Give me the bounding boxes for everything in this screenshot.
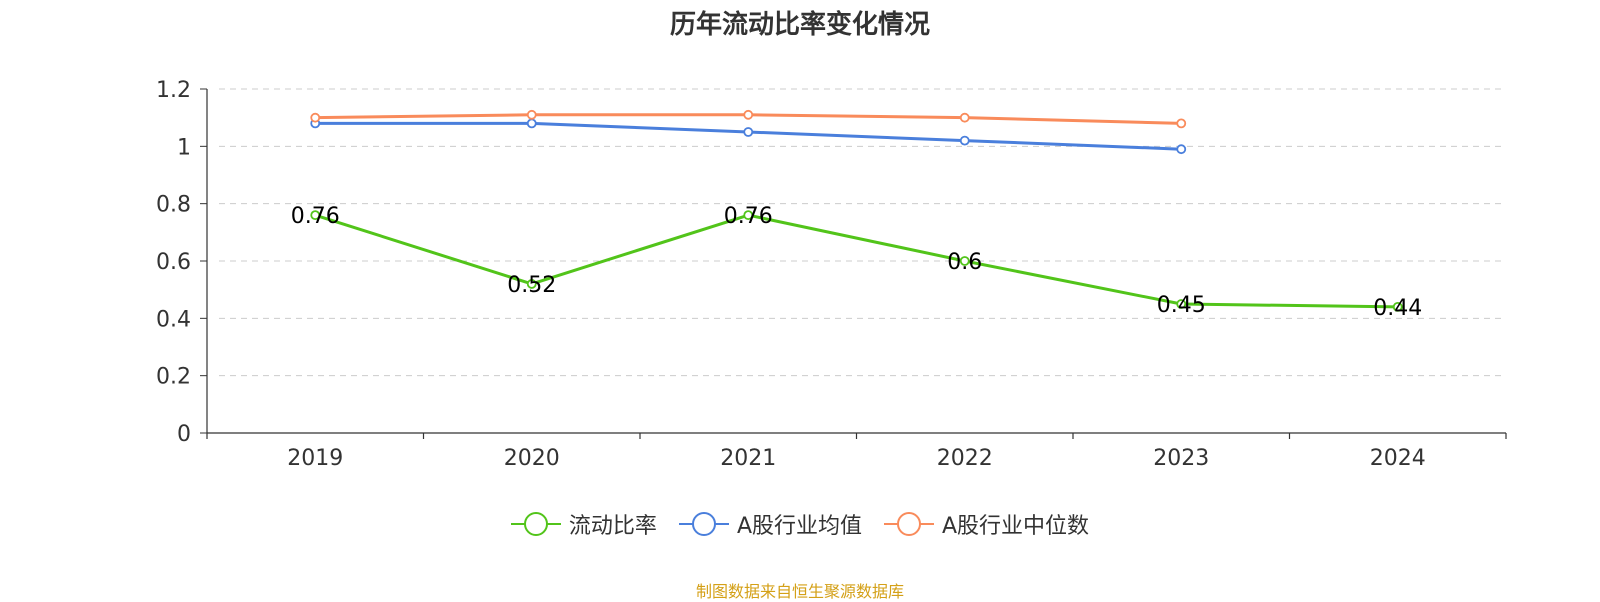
data-point: [1176, 299, 1187, 309]
data-point: [743, 127, 754, 137]
data-point: [743, 210, 754, 221]
series-line-0: [314, 213, 1398, 309]
y-tick-label: 0.2: [156, 365, 191, 390]
data-point: [959, 112, 970, 123]
y-tick-label: 0: [177, 422, 191, 447]
y-tick-label: 1: [177, 135, 191, 160]
data-labels: 0.76 0.52 0.76 0.6 0.45 0.44: [291, 204, 1422, 321]
data-label: 0.45: [1157, 293, 1206, 318]
x-tick-label: 2022: [937, 446, 993, 471]
legend-item-current-ratio[interactable]: 流动比率: [510, 508, 657, 540]
data-point: [526, 279, 537, 289]
legend-line-circle-icon: [678, 512, 729, 536]
data-label: 0.6: [947, 250, 982, 275]
data-point: [310, 210, 321, 221]
x-tick-label: 2021: [720, 446, 776, 471]
data-point: [526, 118, 537, 129]
x-tick-label: 2024: [1370, 446, 1426, 471]
data-point: [526, 109, 537, 120]
data-label: 0.76: [724, 204, 773, 229]
legend-label: A股行业均值: [736, 514, 862, 539]
data-point: [959, 135, 970, 146]
data-point: [1392, 301, 1403, 312]
legend-item-industry-median[interactable]: A股行业中位数: [884, 508, 1089, 540]
data-source-note: 制图数据来自恒生聚源数据库: [695, 582, 904, 601]
y-tick-label: 1.2: [156, 78, 191, 103]
data-point: [310, 112, 321, 123]
data-label: 0.44: [1373, 296, 1422, 321]
x-tick-label: 2019: [287, 446, 343, 471]
grid-lines: [219, 88, 1506, 377]
chart-title: 历年流动比率变化情况: [669, 10, 930, 40]
data-point: [743, 109, 754, 120]
data-point: [1176, 144, 1187, 155]
legend-item-industry-mean[interactable]: A股行业均值: [678, 508, 862, 540]
legend-line-circle-icon: [884, 512, 934, 536]
axes: 0 0.2 0.4 0.6 0.8 1 1.2 2019 2020 2021 2022 2023 202…: [156, 78, 1507, 471]
data-label: 0.52: [507, 273, 556, 298]
x-tick-label: 2023: [1153, 446, 1209, 471]
series-lines: [310, 109, 1403, 312]
data-label: 0.76: [291, 204, 340, 229]
legend-label: A股行业中位数: [942, 514, 1090, 539]
legend-line-circle-icon: [510, 512, 561, 536]
data-point: [1176, 118, 1187, 129]
data-point: [959, 256, 970, 266]
legend-label: 流动比率: [568, 514, 657, 539]
legend: 流动比率 A股行业均值 A股行业中位数: [0, 508, 1600, 540]
y-tick-label: 0.8: [156, 193, 191, 218]
y-tick-label: 0.6: [156, 250, 191, 275]
y-tick-label: 0.4: [156, 307, 191, 332]
x-tick-label: 2020: [504, 446, 560, 471]
